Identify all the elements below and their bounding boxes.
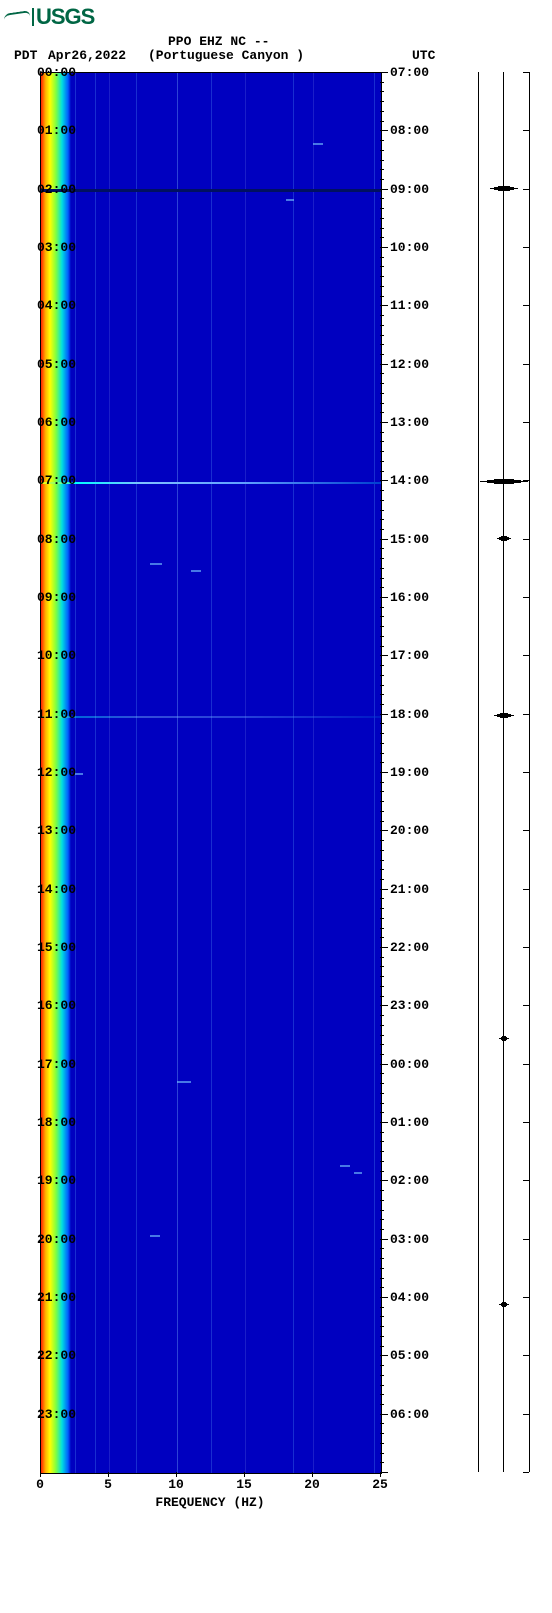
pdt-hour-label: 06:00 xyxy=(37,415,76,430)
usgs-logo: USGS xyxy=(0,0,552,30)
pdt-hour-label: 08:00 xyxy=(37,532,76,547)
pdt-hour-label: 07:00 xyxy=(37,473,76,488)
pdt-hour-label: 09:00 xyxy=(37,590,76,605)
pdt-hour-label: 12:00 xyxy=(37,765,76,780)
pdt-hour-label: 17:00 xyxy=(37,1057,76,1072)
x-axis-title: FREQUENCY (HZ) xyxy=(155,1495,264,1510)
x-tick-label: 25 xyxy=(372,1477,388,1492)
trace-centerline xyxy=(503,72,504,1472)
utc-hour-label: 14:00 xyxy=(390,473,429,488)
pdt-hour-label: 10:00 xyxy=(37,648,76,663)
x-tick-label: 15 xyxy=(236,1477,252,1492)
utc-hour-label: 12:00 xyxy=(390,357,429,372)
utc-hour-label: 03:00 xyxy=(390,1232,429,1247)
pdt-hour-label: 23:00 xyxy=(37,1407,76,1422)
pdt-hour-label: 14:00 xyxy=(37,882,76,897)
utc-hour-label: 10:00 xyxy=(390,240,429,255)
utc-hour-label: 16:00 xyxy=(390,590,429,605)
pdt-hour-label: 13:00 xyxy=(37,823,76,838)
utc-hour-label: 01:00 xyxy=(390,1115,429,1130)
utc-hour-label: 18:00 xyxy=(390,707,429,722)
pdt-hour-label: 02:00 xyxy=(37,182,76,197)
pdt-hour-label: 00:00 xyxy=(37,65,76,80)
x-tick-label: 0 xyxy=(36,1477,44,1492)
pdt-hour-label: 21:00 xyxy=(37,1290,76,1305)
utc-hour-label: 20:00 xyxy=(390,823,429,838)
utc-hour-label: 02:00 xyxy=(390,1173,429,1188)
pdt-hour-label: 18:00 xyxy=(37,1115,76,1130)
tz-left-label: PDT xyxy=(14,48,37,63)
utc-hour-label: 05:00 xyxy=(390,1348,429,1363)
utc-hour-label: 17:00 xyxy=(390,648,429,663)
pdt-hour-label: 03:00 xyxy=(37,240,76,255)
amplitude-trace xyxy=(478,72,530,1472)
utc-hour-label: 06:00 xyxy=(390,1407,429,1422)
pdt-hour-label: 19:00 xyxy=(37,1173,76,1188)
utc-hour-label: 11:00 xyxy=(390,298,429,313)
pdt-hour-label: 16:00 xyxy=(37,998,76,1013)
pdt-hour-label: 05:00 xyxy=(37,357,76,372)
logo-text: USGS xyxy=(36,4,94,30)
x-axis: 0510152025 FREQUENCY (HZ) xyxy=(40,1477,380,1517)
station-line1: PPO EHZ NC -- xyxy=(168,34,269,49)
utc-hour-label: 19:00 xyxy=(390,765,429,780)
pdt-hour-label: 01:00 xyxy=(37,123,76,138)
x-tick-label: 10 xyxy=(168,1477,184,1492)
x-tick-label: 20 xyxy=(304,1477,320,1492)
utc-hour-label: 22:00 xyxy=(390,940,429,955)
date-label: Apr26,2022 xyxy=(48,48,126,63)
utc-hour-label: 08:00 xyxy=(390,123,429,138)
pdt-hour-label: 04:00 xyxy=(37,298,76,313)
utc-hour-label: 15:00 xyxy=(390,532,429,547)
chart-header: PDT Apr26,2022 PPO EHZ NC -- (Portuguese… xyxy=(0,30,552,72)
utc-hour-label: 09:00 xyxy=(390,182,429,197)
utc-hour-label: 13:00 xyxy=(390,415,429,430)
x-tick-label: 5 xyxy=(104,1477,112,1492)
utc-hour-label: 23:00 xyxy=(390,998,429,1013)
pdt-hour-label: 20:00 xyxy=(37,1232,76,1247)
station-line2: (Portuguese Canyon ) xyxy=(148,48,304,63)
utc-hour-label: 07:00 xyxy=(390,65,429,80)
logo-wave-icon xyxy=(4,8,34,26)
pdt-hour-label: 11:00 xyxy=(37,707,76,722)
utc-hour-label: 00:00 xyxy=(390,1057,429,1072)
tz-right-label: UTC xyxy=(412,48,435,63)
utc-hour-label: 04:00 xyxy=(390,1290,429,1305)
chart-area: 00:00 01:00 02:00 03:00 04:00 05:00 06:00 07:00… xyxy=(40,72,530,1542)
utc-hour-label: 21:00 xyxy=(390,882,429,897)
pdt-hour-label: 22:00 xyxy=(37,1348,76,1363)
spectrogram-plot xyxy=(40,72,382,1474)
pdt-hour-label: 15:00 xyxy=(37,940,76,955)
